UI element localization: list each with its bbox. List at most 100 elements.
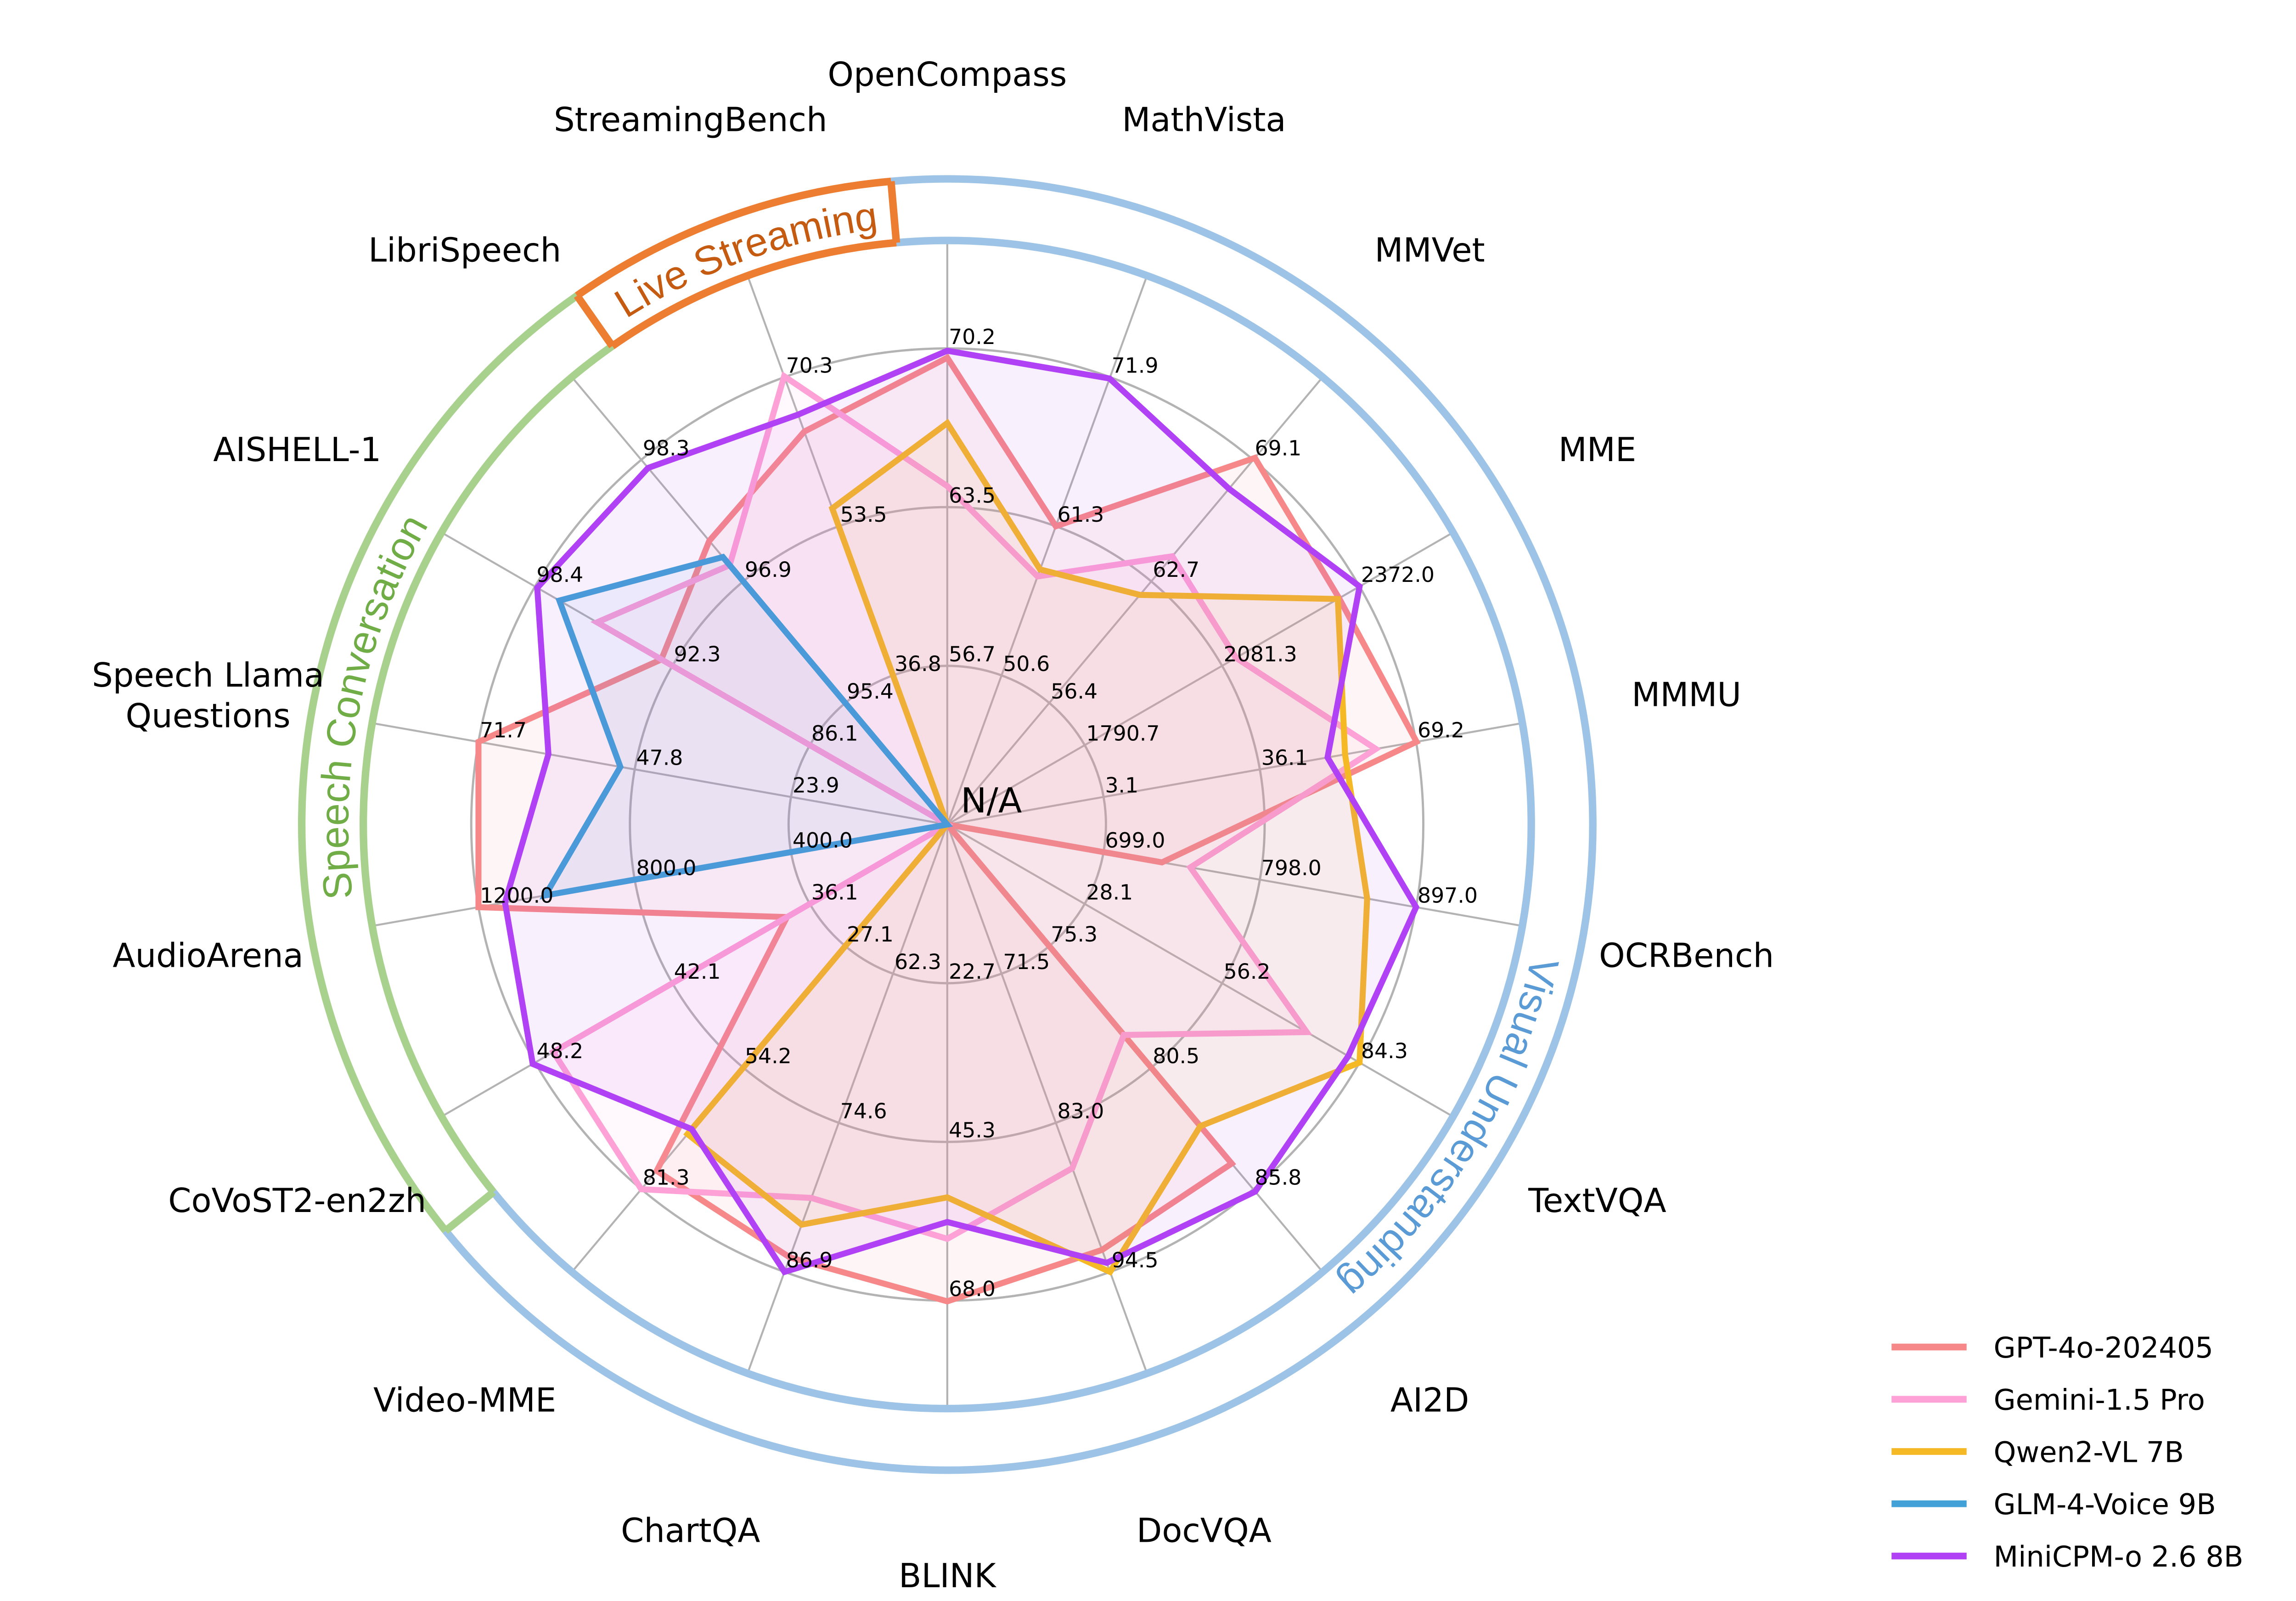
band-inner-arc (610, 239, 897, 350)
legend-label: MiniCPM-o 2.6 8B (1994, 1540, 2244, 1573)
data-point (1172, 556, 1173, 557)
axis-spoke (946, 376, 1323, 825)
data-point (1359, 1062, 1360, 1063)
tick-label: 83.0 (1058, 1099, 1104, 1123)
tick-label: 85.8 (1255, 1166, 1302, 1190)
axis-label: OCRBench (1599, 936, 1774, 975)
tick-label: 74.6 (840, 1099, 887, 1123)
legend-label: GLM-4-Voice 9B (1994, 1488, 2216, 1521)
legend-item: Qwen2-VL 7B (1891, 1435, 2184, 1469)
series-minicpm-o-2-6-8b (502, 347, 1420, 1276)
axis-label: TextVQA (1528, 1181, 1666, 1220)
data-point (804, 431, 805, 432)
data-point (559, 600, 560, 601)
axis-label: BLINK (899, 1556, 996, 1595)
data-point (1200, 1126, 1201, 1127)
band-edge (887, 181, 900, 243)
axis-label: Video-MME (373, 1381, 556, 1420)
tick-label: 47.8 (636, 745, 683, 770)
axis-label: MathVista (1122, 100, 1286, 139)
tick-label: 50.6 (1003, 652, 1050, 676)
tick-label: 96.9 (745, 558, 792, 582)
axis-spoke (946, 823, 1454, 1118)
axis-label: StreamingBench (554, 100, 827, 139)
axis-spoke (946, 275, 1148, 825)
data-point (947, 824, 948, 825)
band-inner-arc (360, 343, 615, 1195)
tick-label: 70.3 (786, 353, 833, 378)
tick-label: 2081.3 (1224, 642, 1297, 666)
tick-label: 71.9 (1112, 353, 1159, 378)
legend-item: GPT-4o-202405 (1891, 1331, 2213, 1364)
band-outer-arc (298, 293, 580, 1234)
tick-label: 36.8 (895, 652, 941, 676)
axis-label: LibriSpeech (368, 231, 561, 269)
band-outer-arc (574, 177, 892, 299)
tick-label: 70.2 (949, 325, 996, 349)
tick-label: 98.4 (536, 563, 583, 587)
axis-spoke (746, 824, 948, 1374)
tick-label: 27.1 (847, 922, 894, 947)
tick-label: 84.3 (1361, 1039, 1408, 1063)
tick-labels: 56.7 63.5 70.2 50.6 61.3 71.9 56.4 62.7 69.1 1790… (480, 325, 1478, 1301)
tick-label: 86.1 (811, 722, 858, 746)
tick-label: 81.3 (643, 1166, 690, 1190)
tick-label: 95.4 (847, 679, 894, 704)
tick-label: 1200.0 (480, 884, 553, 908)
tick-label: 798.0 (1261, 856, 1322, 880)
tick-label: 3.1 (1105, 773, 1138, 797)
tick-label: 62.3 (895, 950, 941, 974)
data-point (1359, 586, 1360, 587)
tick-label: 92.3 (674, 642, 721, 666)
data-point (832, 508, 833, 509)
legend-label: GPT-4o-202405 (1994, 1331, 2213, 1364)
tick-label: 54.2 (745, 1044, 792, 1068)
tick-label: 71.7 (480, 718, 527, 742)
axis-label: ChartQA (621, 1511, 760, 1550)
tick-label: 56.2 (1224, 959, 1271, 984)
data-point (947, 350, 948, 351)
axis-label: AudioArena (113, 936, 303, 975)
series-fill (545, 557, 947, 896)
series-qwen2-vl-7b (683, 418, 1370, 1276)
axis-label: DocVQA (1137, 1511, 1272, 1550)
band-live-streaming: Live Streaming (574, 177, 900, 350)
band-edge (574, 293, 616, 349)
data-point (1040, 569, 1041, 570)
series-line (539, 553, 953, 900)
axis-label: AISHELL-1 (213, 430, 381, 469)
tick-label: 1790.7 (1086, 722, 1159, 746)
data-point (1190, 867, 1191, 868)
tick-label: 56.4 (1051, 679, 1097, 704)
tick-label: 94.5 (1112, 1248, 1159, 1273)
tick-label: 45.3 (949, 1118, 996, 1143)
tick-label: 61.3 (1058, 502, 1104, 527)
tick-label: 897.0 (1418, 884, 1478, 908)
band-outer-arc (443, 175, 1597, 1474)
data-point (478, 907, 479, 908)
data-point (1037, 576, 1038, 577)
legend-label: Gemini-1.5 Pro (1994, 1383, 2205, 1417)
axis-label: OpenCompass (827, 55, 1067, 94)
axis-label: MMVet (1375, 231, 1485, 269)
data-point (545, 895, 546, 896)
data-point (1109, 378, 1110, 379)
tick-label: 2372.0 (1361, 563, 1435, 587)
tick-label: 800.0 (636, 856, 697, 880)
axis-spoke (946, 824, 1148, 1374)
tick-label: 28.1 (1086, 880, 1133, 904)
data-point (548, 754, 549, 755)
tick-label: 23.9 (793, 773, 839, 797)
tick-label: 22.7 (949, 959, 996, 984)
tick-label: 36.1 (811, 880, 858, 904)
band-inner-arc (490, 237, 1535, 1413)
tick-label: 86.9 (786, 1248, 833, 1273)
legend-item: Gemini-1.5 Pro (1891, 1383, 2205, 1417)
data-point (947, 1301, 948, 1302)
data-point (798, 414, 799, 415)
tick-label: 71.5 (1003, 950, 1050, 974)
axis-spoke (372, 722, 948, 826)
axis-label: CoVoST2-en2zh (168, 1181, 426, 1220)
legend-label: Qwen2-VL 7B (1994, 1435, 2184, 1469)
center-na-label: N/A (961, 780, 1022, 821)
